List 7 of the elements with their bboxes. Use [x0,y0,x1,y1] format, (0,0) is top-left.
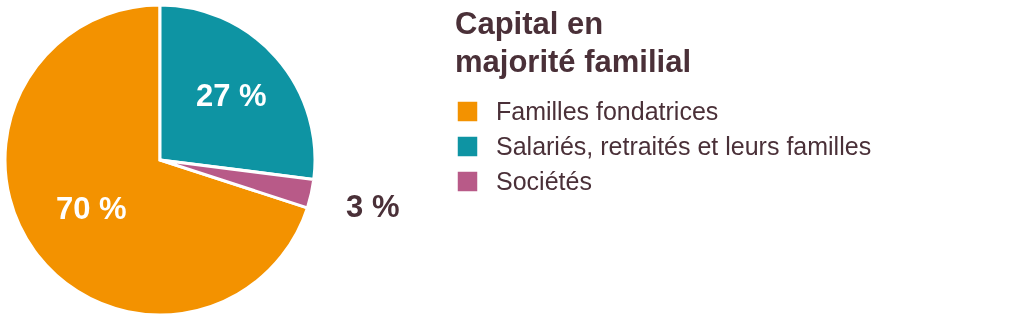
data-label: 27 % [195,78,267,114]
legend-label: Familles fondatrices [496,96,719,125]
data-label: 70 % [55,190,127,226]
text: Capital en majorité familial [455,6,692,79]
data-label: 3 % [346,188,400,224]
legend-label: Salariés, retraités et leurs familles [496,131,872,160]
legend-label: Sociétés [496,166,592,195]
